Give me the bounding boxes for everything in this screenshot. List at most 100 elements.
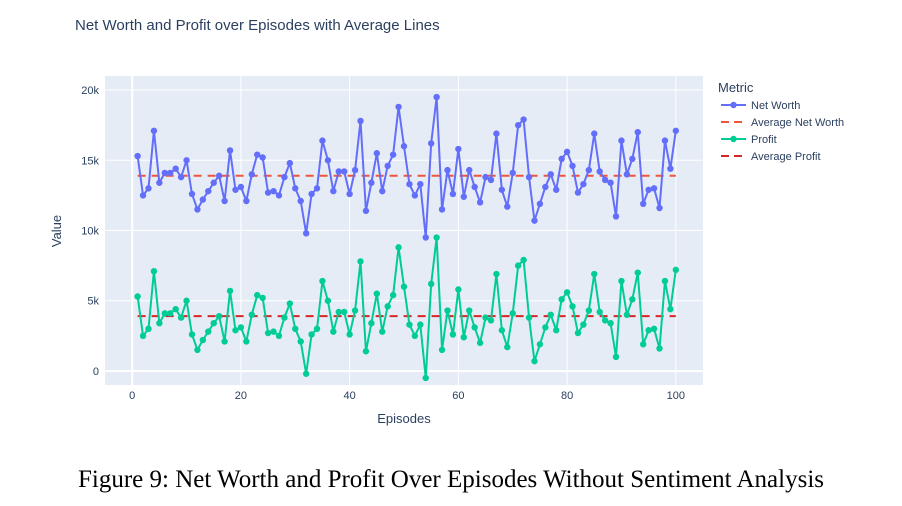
- profit-point: [563, 289, 571, 296]
- net-worth-point: [205, 187, 212, 195]
- profit-point: [161, 310, 168, 317]
- x-tick-label: 40: [344, 390, 356, 402]
- net-worth-point: [601, 176, 609, 184]
- profit-point: [645, 327, 652, 334]
- net-worth-point: [493, 130, 500, 137]
- profit-point: [569, 303, 576, 310]
- net-worth-point: [259, 154, 266, 161]
- net-worth-point: [232, 186, 239, 193]
- net-worth-point: [270, 187, 277, 195]
- net-worth-point: [607, 179, 614, 186]
- profit-point: [411, 332, 419, 340]
- legend-item-average-profit[interactable]: Average Profit: [721, 151, 821, 163]
- net-worth-point: [520, 116, 527, 123]
- profit-point: [444, 307, 451, 314]
- x-tick-label: 80: [561, 390, 573, 402]
- net-worth-point: [351, 166, 359, 174]
- net-worth-point: [460, 193, 467, 200]
- profit-point: [275, 332, 283, 340]
- legend-item-profit[interactable]: Profit: [721, 134, 777, 146]
- profit-point: [172, 305, 179, 313]
- profit-point: [341, 308, 348, 316]
- profit-point: [389, 291, 397, 299]
- profit-point: [357, 258, 364, 265]
- net-worth-point: [384, 162, 391, 170]
- net-worth-point: [531, 217, 538, 224]
- chart: Net Worth and Profit over Episodes with …: [49, 17, 844, 426]
- profit-point: [335, 308, 342, 316]
- profit-point: [139, 332, 147, 340]
- net-worth-point: [476, 199, 484, 206]
- net-worth-point: [167, 169, 174, 177]
- profit-point: [286, 300, 294, 307]
- net-worth-point: [264, 189, 272, 196]
- legend-item-average-net-worth[interactable]: Average Net Worth: [721, 117, 844, 129]
- profit-point: [634, 269, 641, 276]
- profit-point: [292, 325, 299, 333]
- net-worth-point: [672, 127, 680, 134]
- net-worth-point: [612, 213, 620, 220]
- profit-point: [542, 324, 549, 331]
- profit-point: [254, 291, 261, 299]
- profit-point: [629, 296, 636, 303]
- profit-point: [536, 341, 544, 348]
- net-worth-point: [596, 168, 603, 175]
- net-worth-point: [248, 171, 255, 178]
- net-worth-point: [308, 190, 315, 198]
- net-worth-point: [563, 148, 571, 156]
- profit-point: [618, 277, 625, 285]
- profit-point: [607, 320, 614, 327]
- profit-point: [384, 303, 391, 310]
- profit-point: [150, 268, 158, 275]
- net-worth-point: [514, 121, 522, 129]
- legend: Metric Net Worth Average Net Worth Profit A…: [718, 80, 844, 163]
- profit-point: [672, 266, 680, 274]
- profit-point: [330, 328, 337, 335]
- profit-point: [205, 328, 212, 335]
- profit-point: [368, 320, 375, 327]
- profit-point: [580, 321, 587, 328]
- profit-point: [487, 317, 495, 324]
- profit-point: [183, 297, 190, 304]
- net-worth-point: [661, 137, 669, 144]
- x-tick-label: 0: [129, 390, 135, 402]
- net-worth-point: [346, 190, 353, 198]
- net-worth-point: [574, 189, 582, 196]
- net-worth-point: [389, 151, 397, 158]
- profit-point: [525, 314, 533, 321]
- net-worth-point: [509, 169, 516, 177]
- profit-point: [177, 314, 185, 321]
- profit-point: [471, 324, 478, 331]
- net-worth-point: [324, 157, 332, 164]
- net-worth-point: [319, 137, 326, 144]
- net-worth-point: [455, 145, 462, 153]
- net-worth-point: [553, 186, 560, 193]
- legend-item-net-worth[interactable]: Net Worth: [721, 100, 800, 112]
- net-worth-point: [292, 185, 299, 192]
- net-worth-point: [640, 200, 647, 208]
- profit-point: [591, 270, 598, 278]
- legend-items: Net Worth Average Net Worth Profit Average …: [721, 100, 844, 163]
- profit-point: [640, 341, 647, 348]
- net-worth-point: [145, 185, 152, 192]
- profit-point: [460, 334, 467, 341]
- net-worth-point: [618, 137, 625, 144]
- net-worth-point: [188, 190, 196, 198]
- net-worth-point: [330, 187, 337, 195]
- legend-label: Average Profit: [751, 151, 821, 163]
- net-worth-point: [487, 176, 495, 184]
- profit-point: [395, 244, 402, 251]
- net-worth-point: [177, 173, 185, 181]
- net-worth-point: [498, 186, 506, 193]
- profit-point: [346, 331, 353, 338]
- net-worth-point: [417, 180, 424, 188]
- profit-point: [167, 310, 174, 317]
- profit-point: [215, 312, 223, 320]
- profit-point: [661, 277, 669, 285]
- net-worth-point: [444, 166, 451, 174]
- profit-point: [585, 307, 593, 314]
- net-worth-point: [302, 230, 310, 237]
- profit-point: [612, 353, 620, 361]
- profit-point: [351, 307, 359, 314]
- net-worth-point: [210, 179, 217, 186]
